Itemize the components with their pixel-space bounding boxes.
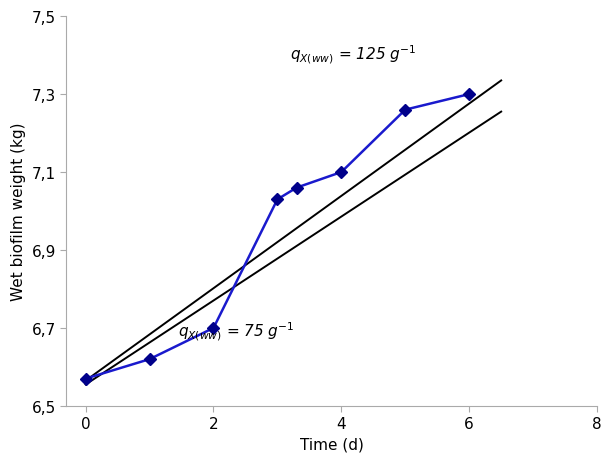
X-axis label: Time (d): Time (d) bbox=[300, 437, 364, 452]
Text: $q_{X(ww)}$ = 125 g$^{-1}$: $q_{X(ww)}$ = 125 g$^{-1}$ bbox=[290, 44, 416, 66]
Y-axis label: Wet biofilm weight (kg): Wet biofilm weight (kg) bbox=[11, 123, 26, 300]
Text: $q_{X(ww)}$ = 75 g$^{-1}$: $q_{X(ww)}$ = 75 g$^{-1}$ bbox=[178, 319, 295, 342]
